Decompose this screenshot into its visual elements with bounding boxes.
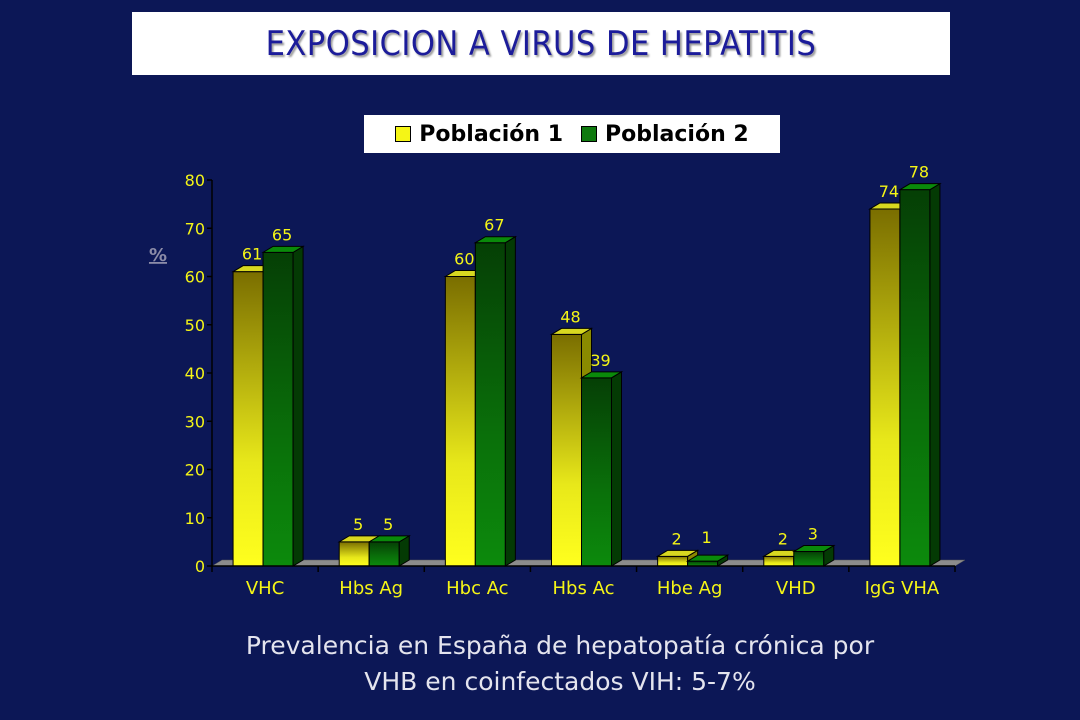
y-axis: 0 10 20 30 40 50 60 70 80% [149,171,213,576]
bar-top [579,371,624,379]
bar-hbc-ac-series-2 [473,235,518,567]
data-label-hbe-ag-series-1: 2 [672,529,682,548]
x-tick-label-1: Hbs Ag [339,578,403,599]
bar-top [549,327,594,335]
data-label-hbc-ac-series-1: 60 [454,250,474,269]
legend-swatch-series-2 [581,126,597,142]
x-tick-label-5: VHD [776,578,816,599]
bar-side [292,245,304,567]
data-label-hbe-ag-series-2: 1 [702,528,712,547]
bar-side [611,370,622,567]
bar-top [791,545,836,553]
data-label-vhd-series-2: 3 [808,525,818,544]
bar-top [367,535,412,543]
bar-igg-vha-series-2 [898,182,942,567]
bar-front [368,541,400,567]
data-label-hbs-ac-series-1: 48 [560,307,580,326]
legend-label-series-2: Población 2 [605,121,749,147]
bar-front [581,377,612,567]
data-label-igg-vha-series-1: 74 [879,182,899,201]
bars [231,182,942,567]
x-tick-label-6: IgG VHA [865,578,940,599]
bar-top [685,554,730,562]
bar-hbs-ac-series-2 [579,370,624,567]
bar-front [793,551,825,567]
bar-side [929,182,941,567]
data-label-hbs-ag-series-2: 5 [383,515,393,534]
data-label-hbs-ac-series-2: 39 [590,351,610,370]
bar-vhd-series-2 [791,544,836,567]
bar-front [474,242,506,567]
data-label-vhc-series-1: 61 [242,245,262,264]
bar-side [504,235,516,567]
y-tick-label-1: 10 [185,509,205,528]
data-labels: 61 65 5 5 60 67 48 39 2 1 2 3 74 78 [242,163,929,549]
y-tick-label-6: 60 [185,268,205,287]
y-tick-label-3: 30 [185,412,205,431]
data-label-vhd-series-1: 2 [778,529,788,548]
title-box: EXPOSICION A VIRUS DE HEPATITIS [132,12,950,75]
data-label-igg-vha-series-2: 78 [909,163,929,182]
y-tick-label-5: 50 [185,316,205,335]
y-axis-label: % [149,245,167,266]
x-tick-label-4: Hbe Ag [657,578,723,599]
chart-title: EXPOSICION A VIRUS DE HEPATITIS [265,23,817,64]
y-tick-label-7: 70 [185,219,205,238]
bar-front [262,251,294,567]
bar-hbs-ag-series-2 [367,534,412,567]
bar-top [898,183,942,191]
y-tick-label-0: 0 [195,557,205,576]
bar-front [657,555,689,567]
y-tick-label-4: 40 [185,364,205,383]
bar-front [338,541,370,567]
x-tick-label-3: Hbs Ac [553,578,615,599]
data-label-hbc-ac-series-2: 67 [484,216,504,235]
caption: Prevalencia en España de hepatopatía cró… [150,628,970,700]
bar-top [261,245,305,253]
bar-front [444,276,476,567]
legend-swatch-series-1 [395,126,412,142]
bar-top [473,236,518,244]
caption-line-1: Prevalencia en España de hepatopatía cró… [245,631,875,660]
bar-front [763,555,795,567]
bar-front [232,271,264,567]
legend-item-series-1: Población 1 [395,122,563,147]
bar-vhc-series-2 [261,245,305,567]
chart-legend: Población 1 Población 2 [364,115,780,153]
y-tick-label-2: 20 [185,461,205,480]
bar-front [551,333,582,567]
bar-top [655,549,700,557]
x-tick-label-0: VHC [246,578,284,599]
x-tick-label-2: Hbc Ac [446,578,508,599]
legend-label-series-1: Población 1 [419,121,563,147]
bar-front [899,189,931,567]
caption-line-2: VHB en coinfectados VIH: 5-7% [364,667,756,696]
bar-front [869,208,901,567]
data-label-vhc-series-2: 65 [272,225,292,244]
y-tick-label-8: 80 [185,171,205,190]
data-label-hbs-ag-series-1: 5 [353,515,363,534]
x-axis: VHC Hbs Ag Hbc Ac Hbs Ac Hbe Ag VHD IgG VHA [211,565,956,599]
legend-item-series-2: Población 2 [581,122,749,147]
